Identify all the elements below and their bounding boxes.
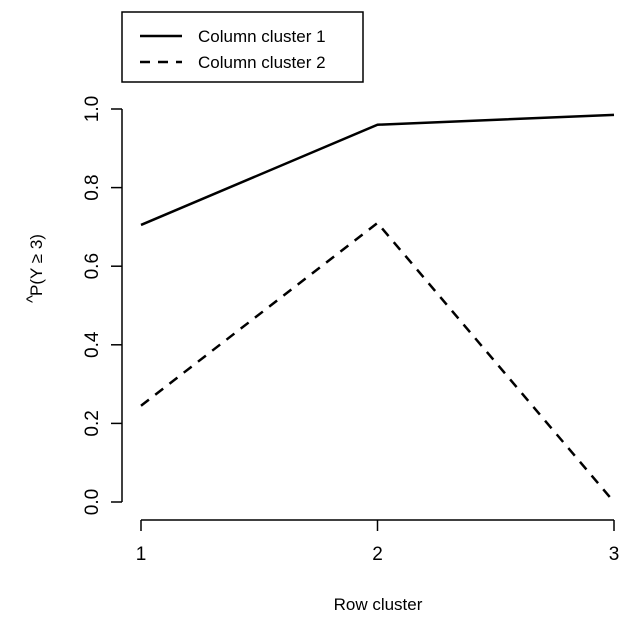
y-tick-label-1: 0.2 (82, 410, 103, 436)
x-axis: 1 2 3 (136, 519, 620, 565)
x-axis-title: Row cluster (334, 595, 423, 614)
legend-label-series-1: Column cluster 1 (198, 27, 326, 46)
y-tick-label-3: 0.6 (82, 253, 103, 279)
y-axis-title-hat: ^ (23, 295, 42, 303)
legend: Column cluster 1 Column cluster 2 (121, 11, 364, 83)
x-tick-label-2: 3 (609, 544, 620, 565)
series-layer (140, 113, 615, 503)
x-tick-label-1: 2 (372, 544, 383, 565)
y-axis: 0.0 0.2 0.4 0.6 0.8 1.0 (82, 96, 123, 515)
y-axis-title: P(Y ≥ 3) (27, 234, 46, 296)
y-tick-label-0: 0.0 (82, 489, 103, 515)
y-tick-label-4: 0.8 (82, 174, 103, 200)
legend-label-series-2: Column cluster 2 (198, 53, 326, 72)
series-line-2 (140, 221, 615, 503)
series-line-1 (140, 113, 615, 227)
x-tick-label-0: 1 (136, 544, 147, 565)
legend-box (121, 11, 364, 83)
y-axis-title-group: P(Y ≥ 3) ^ (23, 234, 46, 303)
y-tick-label-2: 0.4 (82, 331, 103, 358)
y-tick-label-5: 1.0 (82, 96, 103, 122)
